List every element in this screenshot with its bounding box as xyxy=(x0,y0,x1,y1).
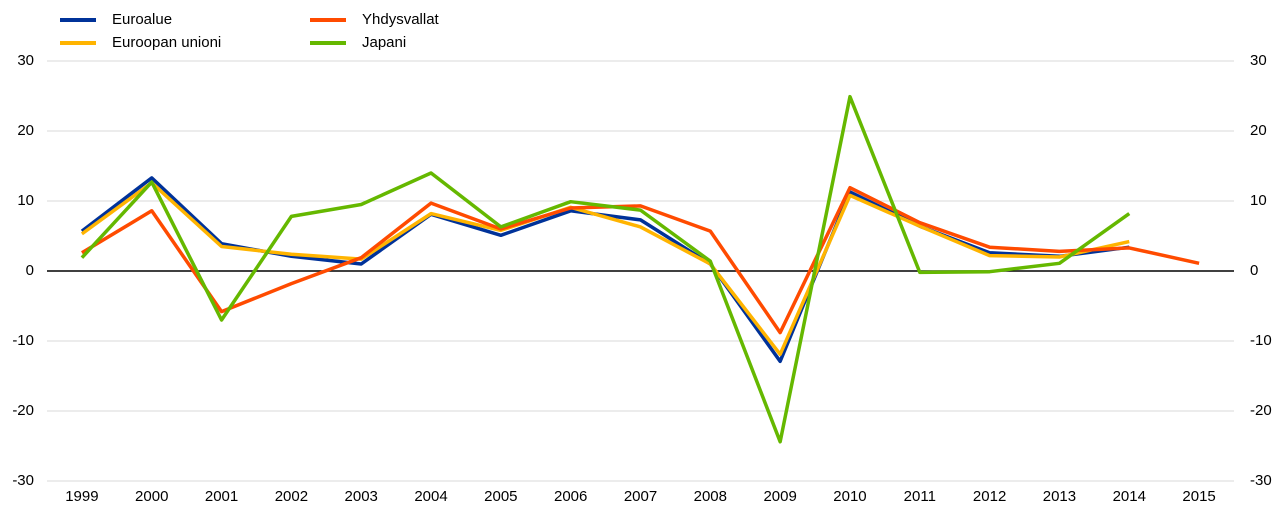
x-tick-label: 2014 xyxy=(1113,488,1146,505)
x-tick-label: 2006 xyxy=(554,488,587,505)
x-tick-label: 1999 xyxy=(65,488,98,505)
line-series xyxy=(80,181,1130,357)
y2-tick-label: 10 xyxy=(1250,192,1267,209)
y-tick-label: 0 xyxy=(26,262,34,279)
x-tick-label: 2008 xyxy=(694,488,727,505)
x-tick-label: 2002 xyxy=(275,488,308,505)
y2-tick-label: -10 xyxy=(1250,332,1272,349)
x-tick-label: 2000 xyxy=(135,488,168,505)
x-tick-label: 2007 xyxy=(624,488,657,505)
x-tick-label: 2004 xyxy=(414,488,447,505)
x-tick-label: 2012 xyxy=(973,488,1006,505)
y2-tick-label: -30 xyxy=(1250,472,1272,489)
x-tick-label: 2009 xyxy=(763,488,796,505)
y-tick-label: -30 xyxy=(12,472,34,489)
y2-tick-label: 0 xyxy=(1250,262,1258,279)
line-series xyxy=(81,185,1200,335)
y-tick-label: -10 xyxy=(12,332,34,349)
x-tick-label: 2011 xyxy=(904,488,936,505)
x-tick-label: 2010 xyxy=(833,488,866,505)
line-series xyxy=(80,94,1131,444)
x-tick-label: 2013 xyxy=(1043,488,1076,505)
x-tick-label: 2005 xyxy=(484,488,517,505)
y-tick-label: -20 xyxy=(12,402,34,419)
x-tick-label: 2015 xyxy=(1182,488,1215,505)
y-tick-label: 10 xyxy=(17,192,34,209)
legend-label: Japani xyxy=(362,34,406,51)
legend-label: Euroopan unioni xyxy=(112,34,221,51)
y2-tick-label: 30 xyxy=(1250,52,1267,69)
x-tick-label: 2003 xyxy=(345,488,378,505)
legend-label: Euroalue xyxy=(112,11,172,28)
y-tick-label: 30 xyxy=(17,52,34,69)
y2-tick-label: 20 xyxy=(1250,122,1267,139)
y2-tick-label: -20 xyxy=(1250,402,1272,419)
x-tick-label: 2001 xyxy=(205,488,238,505)
legend-label: Yhdysvallat xyxy=(362,11,440,28)
y-tick-label: 20 xyxy=(17,122,34,139)
